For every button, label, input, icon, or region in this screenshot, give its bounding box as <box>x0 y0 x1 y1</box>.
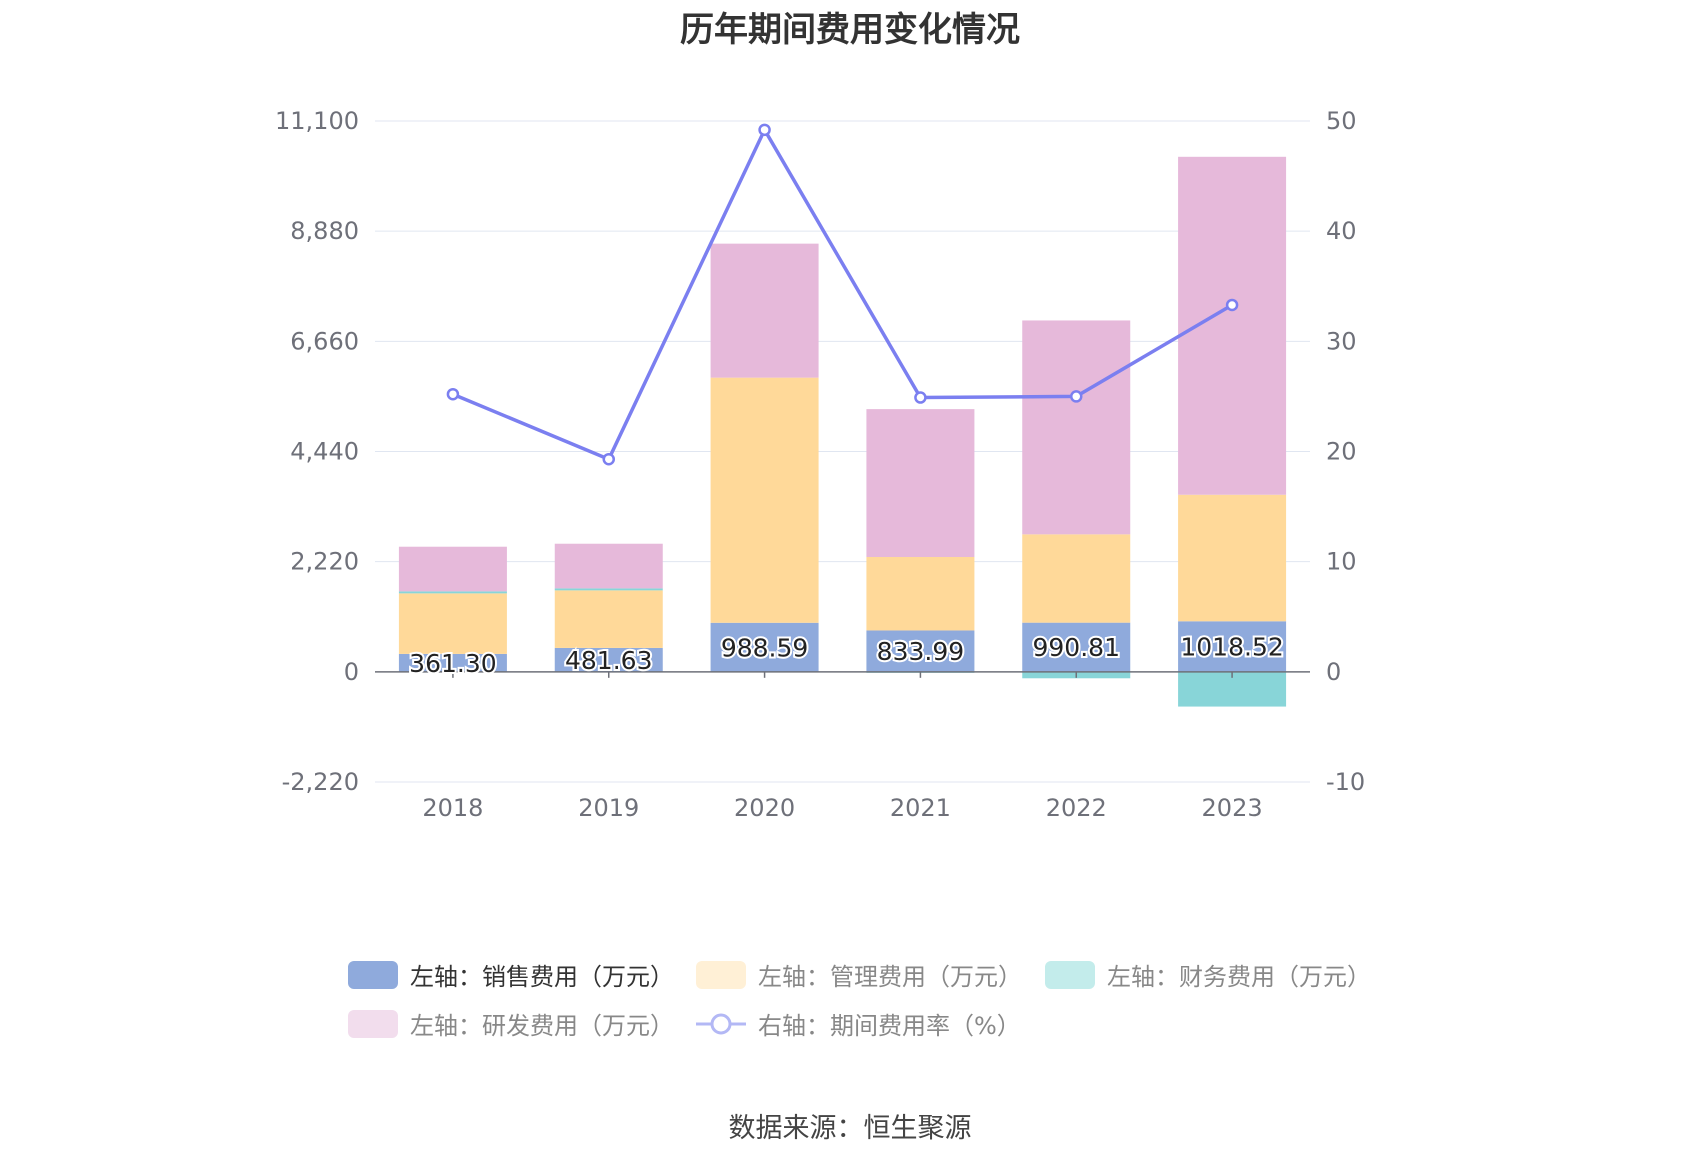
chart-title: 历年期间费用变化情况 <box>680 10 1020 50</box>
right-tick-label: 40 <box>1326 217 1357 245</box>
rate-point <box>602 452 615 466</box>
rate-point <box>1070 390 1083 403</box>
bar-segment-4 <box>866 409 975 558</box>
left-tick-label: 6,660 <box>290 327 359 355</box>
legend-item-sales[interactable]: 左轴：销售费用（万元） <box>348 957 674 992</box>
bar-data-label: 833.99 <box>877 637 964 666</box>
legend-swatch-admin <box>696 960 746 989</box>
legend-label-rd: 左轴：研发费用（万元） <box>410 1012 674 1040</box>
left-tick-label: 11,100 <box>275 107 359 135</box>
right-tick-label: -10 <box>1326 768 1365 796</box>
bar-segment-4 <box>710 243 819 378</box>
right-axis-ticks: -10 0 10 20 30 40 50 <box>1326 107 1365 796</box>
left-tick-label: 8,880 <box>290 217 359 245</box>
bar-data-label: 988.59 <box>721 633 808 662</box>
bar-segment-4 <box>554 543 663 589</box>
bar-segment-2 <box>1178 494 1287 622</box>
right-tick-label: 20 <box>1326 438 1357 466</box>
bar-segment-2 <box>866 557 975 631</box>
left-axis-ticks: -2,220 0 2,220 4,440 6,660 8,880 11,100 <box>275 107 359 796</box>
data-source: 数据来源：恒生聚源 <box>728 1113 972 1144</box>
x-tick-label: 2019 <box>578 794 639 822</box>
legend-item-finance[interactable]: 左轴：财务费用（万元） <box>1045 957 1371 992</box>
rate-point <box>914 391 927 404</box>
left-tick-label: -2,220 <box>282 768 359 796</box>
left-tick-label: 2,220 <box>290 548 359 576</box>
right-tick-label: 30 <box>1326 327 1357 355</box>
bar-segment-1 <box>866 630 975 672</box>
legend-swatch-finance <box>1045 960 1095 989</box>
x-tick-label: 2021 <box>890 794 951 822</box>
grid-lines <box>375 120 1310 783</box>
rate-point <box>758 123 771 137</box>
rate-point <box>1225 298 1239 312</box>
x-tick-label: 2023 <box>1202 794 1263 822</box>
legend-label-finance: 左轴：财务费用（万元） <box>1107 963 1371 991</box>
left-tick-label: 4,440 <box>290 438 359 466</box>
bar-segment-1 <box>554 647 663 672</box>
bar-labels: 361.30 481.63 988.59 833.99 990.81 1018.52 <box>407 631 1286 680</box>
legend-line-icon <box>696 1010 746 1038</box>
bar-segment-2 <box>1022 534 1131 623</box>
x-tick-label: 2022 <box>1046 794 1107 822</box>
bar-segment-4 <box>398 546 507 592</box>
rate-line <box>452 126 1233 462</box>
bar-data-label: 481.63 <box>565 646 652 675</box>
legend-label-rate: 右轴：期间费用率（%） <box>758 1012 1021 1040</box>
legend-item-rd[interactable]: 左轴：研发费用（万元） <box>348 1006 674 1041</box>
right-tick-label: 0 <box>1326 658 1341 686</box>
rate-point <box>446 387 460 401</box>
left-tick-label: 0 <box>344 658 359 686</box>
bar-segment-2 <box>398 593 507 654</box>
bars-group <box>398 156 1287 707</box>
bar-segment-2 <box>554 590 663 648</box>
legend-label-sales: 左轴：销售费用（万元） <box>410 963 674 991</box>
bar-segment-3 <box>554 588 663 591</box>
legend-item-admin[interactable]: 左轴：管理费用（万元） <box>696 957 1022 992</box>
bar-data-label: 1018.52 <box>1180 633 1283 662</box>
rate-line-group <box>446 123 1239 466</box>
legend-swatch-rd <box>348 1009 398 1038</box>
bar-segment-1 <box>710 622 819 672</box>
bar-segment-1 <box>1178 621 1287 672</box>
x-tick-label: 2020 <box>734 794 795 822</box>
bar-segment-3 <box>398 591 507 594</box>
bar-segment-1 <box>398 653 507 672</box>
bar-data-label: 990.81 <box>1033 633 1120 662</box>
legend-item-rate[interactable]: 右轴：期间费用率（%） <box>696 1006 1021 1041</box>
legend-swatch-sales <box>348 960 398 989</box>
right-tick-label: 10 <box>1326 548 1357 576</box>
x-tick-label: 2018 <box>422 794 483 822</box>
x-axis: 2018 2019 2020 2021 2022 2023 <box>375 671 1310 822</box>
bar-segment-4 <box>1022 320 1131 535</box>
legend-label-admin: 左轴：管理费用（万元） <box>758 963 1022 991</box>
bar-data-label: 361.30 <box>409 649 496 678</box>
bar-segment-2 <box>710 377 819 623</box>
right-tick-label: 50 <box>1326 107 1357 135</box>
bar-segment-1 <box>1022 622 1131 672</box>
